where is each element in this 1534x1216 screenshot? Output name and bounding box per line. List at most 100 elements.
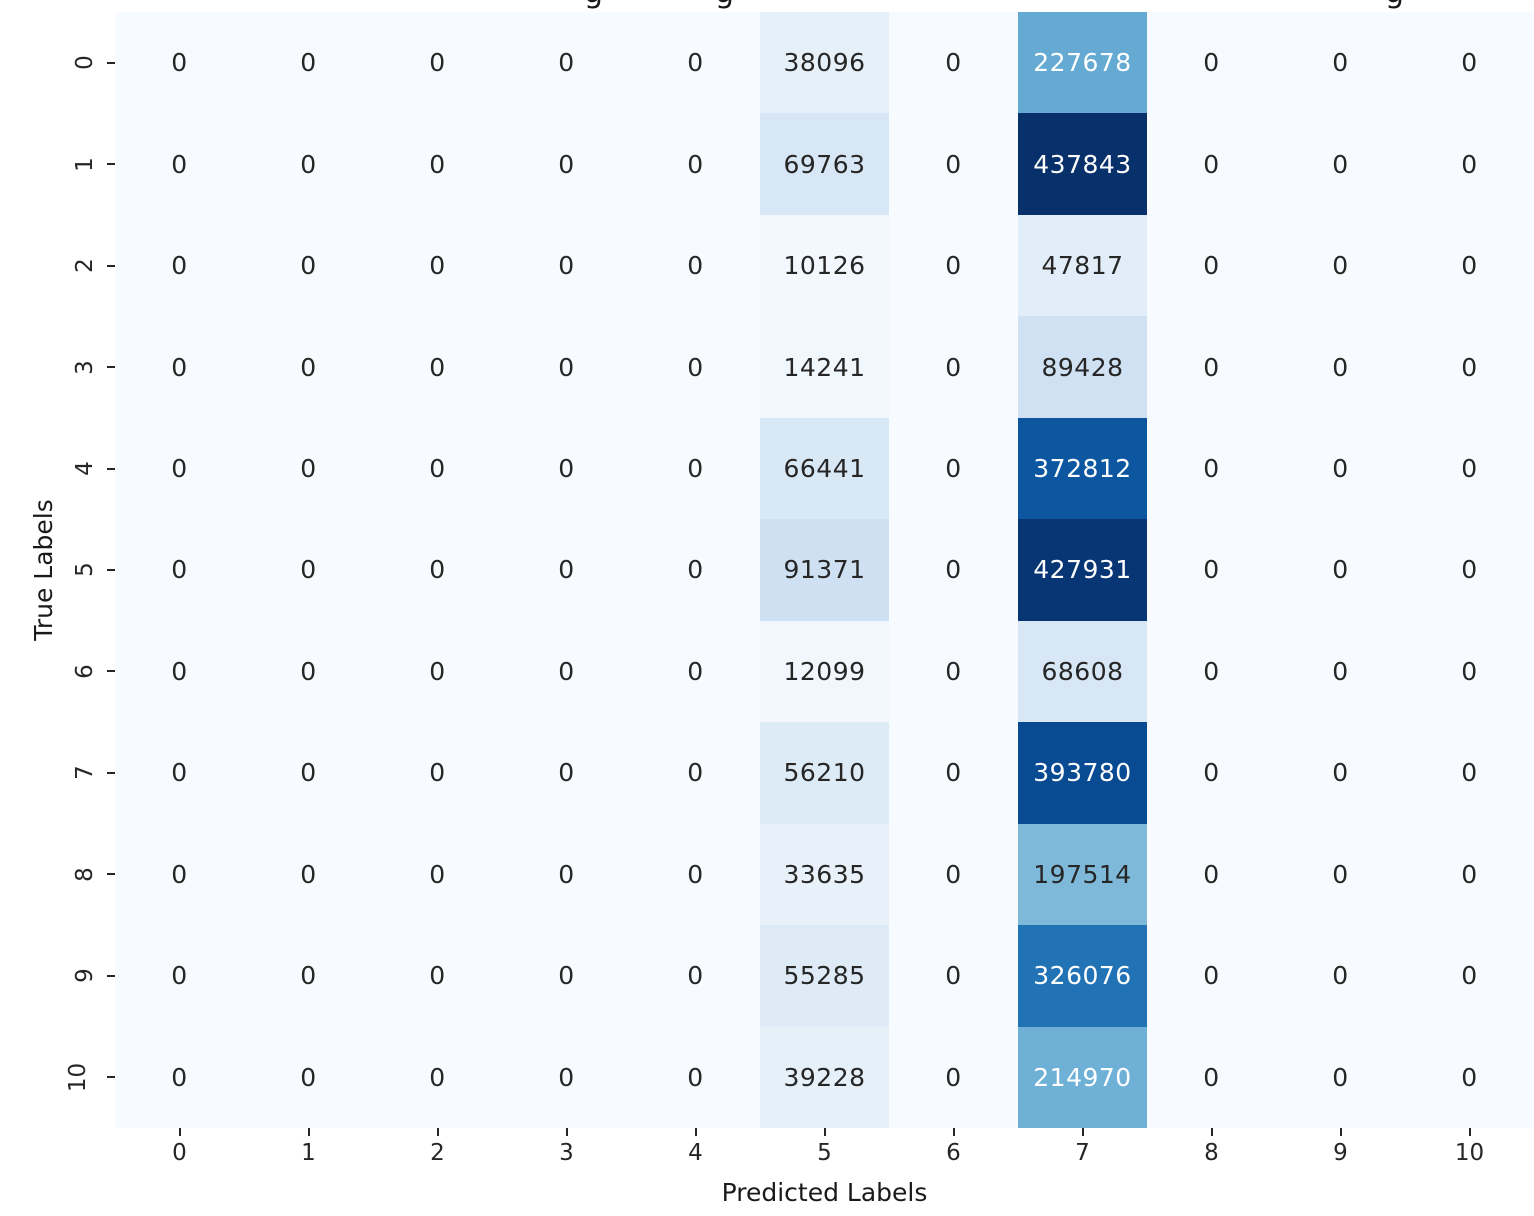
x-tick-0: 0: [115, 1128, 244, 1190]
x-tick-8: 8: [1147, 1128, 1276, 1190]
y-tick-label: 8: [72, 867, 99, 882]
heatmap-cell-r8-c8: 0: [1147, 823, 1276, 926]
heatmap-cell-r9-c8: 0: [1147, 925, 1276, 1027]
x-tick-9: 9: [1276, 1128, 1405, 1190]
heatmap-cell-r1-c2: 0: [373, 113, 502, 215]
heatmap-cell-r4-c2: 0: [373, 417, 502, 520]
heatmap-cell-r8-c6: 0: [889, 823, 1018, 926]
heatmap-cell-r10-c1: 0: [244, 1026, 373, 1128]
x-tick-6: 6: [889, 1128, 1018, 1190]
heatmap-cell-r5-c7: 427931: [1018, 519, 1147, 621]
heatmap-cell-r9-c1: 0: [244, 925, 373, 1027]
heatmap-cell-r9-c9: 0: [1276, 925, 1405, 1027]
heatmap-cell-r4-c7: 372812: [1018, 417, 1147, 520]
title-descender-fragment: g: [1385, 0, 1409, 9]
heatmap-cell-r5-c0: 0: [115, 519, 244, 621]
heatmap-cell-r4-c0: 0: [115, 417, 244, 520]
y-tick-mark: [107, 1076, 115, 1079]
x-tick-mark: [1210, 1128, 1213, 1136]
heatmap-cell-r4-c9: 0: [1276, 417, 1405, 520]
x-tick-mark: [1468, 1128, 1471, 1136]
x-tick-4: 4: [631, 1128, 760, 1190]
y-tick-mark: [107, 366, 115, 369]
y-tick-label: 6: [72, 664, 99, 679]
heatmap-cell-r3-c7: 89428: [1018, 316, 1147, 418]
x-tick-mark: [823, 1128, 826, 1136]
x-tick-1: 1: [244, 1128, 373, 1190]
heatmap-cell-r6-c6: 0: [889, 620, 1018, 723]
heatmap-cell-r10-c9: 0: [1276, 1026, 1405, 1128]
heatmap-cell-r1-c6: 0: [889, 113, 1018, 215]
y-tick-7: 7: [40, 722, 115, 823]
y-tick-mark: [107, 974, 115, 977]
heatmap-cell-r2-c10: 0: [1405, 214, 1534, 317]
y-tick-mark: [107, 264, 115, 267]
heatmap-cell-r0-c7: 227678: [1018, 12, 1147, 114]
heatmap-cell-r10-c0: 0: [115, 1026, 244, 1128]
x-tick-label: 5: [817, 1140, 832, 1166]
y-tick-label: 9: [72, 968, 99, 984]
y-tick-6: 6: [40, 621, 115, 722]
title-descender-glyph: g: [715, 0, 739, 8]
heatmap-cell-r1-c10: 0: [1405, 113, 1534, 215]
heatmap-cell-r8-c10: 0: [1405, 823, 1534, 926]
heatmap-cell-r1-c4: 0: [631, 113, 760, 215]
x-tick-3: 3: [502, 1128, 631, 1190]
heatmap-cell-r2-c4: 0: [631, 214, 760, 317]
x-tick-label: 3: [559, 1140, 574, 1166]
x-tick-2: 2: [373, 1128, 502, 1190]
heatmap-cell-r1-c8: 0: [1147, 113, 1276, 215]
heatmap-cell-r0-c10: 0: [1405, 12, 1534, 114]
x-tick-mark: [1339, 1128, 1342, 1136]
heatmap-cell-r7-c3: 0: [502, 722, 631, 824]
x-tick-mark: [436, 1128, 439, 1136]
heatmap-cell-r1-c5: 69763: [760, 113, 889, 215]
x-tick-mark: [178, 1128, 181, 1136]
heatmap-cell-r0-c8: 0: [1147, 12, 1276, 114]
heatmap-cell-r1-c7: 437843: [1018, 113, 1147, 215]
title-descender-glyph: g: [1385, 0, 1409, 8]
heatmap-cell-r7-c1: 0: [244, 722, 373, 824]
y-tick-0: 0: [40, 12, 115, 113]
heatmap-cell-r4-c4: 0: [631, 417, 760, 520]
heatmap-cell-r6-c2: 0: [373, 620, 502, 723]
y-tick-2: 2: [40, 215, 115, 316]
y-tick-mark: [107, 873, 115, 876]
x-tick-mark: [1081, 1128, 1084, 1136]
heatmap-cell-r2-c1: 0: [244, 214, 373, 317]
heatmap-cell-r2-c0: 0: [115, 214, 244, 317]
heatmap-cell-r5-c9: 0: [1276, 519, 1405, 621]
heatmap-cell-r10-c4: 0: [631, 1026, 760, 1128]
heatmap-cell-r5-c6: 0: [889, 519, 1018, 621]
heatmap-cell-r3-c5: 14241: [760, 316, 889, 418]
heatmap-cell-r0-c6: 0: [889, 12, 1018, 114]
heatmap-cell-r8-c5: 33635: [760, 823, 889, 926]
y-tick-1: 1: [40, 113, 115, 214]
y-tick-label: 7: [72, 765, 99, 781]
heatmap-cell-r7-c9: 0: [1276, 722, 1405, 824]
heatmap-cell-r3-c1: 0: [244, 316, 373, 418]
x-tick-7: 7: [1018, 1128, 1147, 1190]
y-tick-9: 9: [40, 925, 115, 1026]
x-tick-mark: [565, 1128, 568, 1136]
heatmap-cell-r9-c6: 0: [889, 925, 1018, 1027]
y-tick-label: 4: [72, 461, 99, 476]
x-tick-label: 4: [688, 1140, 703, 1166]
heatmap-cell-r9-c7: 326076: [1018, 925, 1147, 1027]
x-tick-label: 0: [172, 1140, 187, 1166]
heatmap-cell-r4-c8: 0: [1147, 417, 1276, 520]
heatmap-cell-r7-c0: 0: [115, 722, 244, 824]
y-tick-label: 3: [72, 359, 99, 375]
heatmap-cell-r6-c1: 0: [244, 620, 373, 723]
heatmap-cell-r3-c2: 0: [373, 316, 502, 418]
heatmap-cell-r2-c5: 10126: [760, 214, 889, 317]
heatmap-cell-r6-c9: 0: [1276, 620, 1405, 723]
heatmap-cell-r6-c3: 0: [502, 620, 631, 723]
y-tick-4: 4: [40, 418, 115, 519]
y-tick-label: 10: [64, 1062, 91, 1092]
heatmap-cell-r4-c6: 0: [889, 417, 1018, 520]
heatmap-cell-r5-c10: 0: [1405, 519, 1534, 621]
heatmap-cell-r1-c3: 0: [502, 113, 631, 215]
heatmap-cell-r5-c8: 0: [1147, 519, 1276, 621]
